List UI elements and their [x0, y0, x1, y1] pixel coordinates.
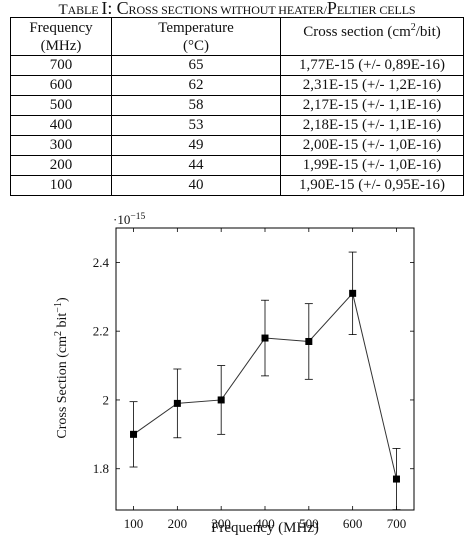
cell-frequency: 300: [10, 135, 112, 156]
header-temperature-line2: (°C): [183, 38, 209, 54]
cell-temperature: 44: [111, 155, 281, 176]
x-axis-label: Frequency (MHz): [211, 520, 319, 536]
x-tick-label: 500: [299, 516, 319, 531]
scale-prefix: ·10: [113, 212, 130, 227]
header-cross-section: Cross section (cm2/bit): [280, 17, 464, 56]
table-row: 400 53 2,18E-15 (+/- 1,1E-16): [10, 115, 464, 136]
cell-temperature: 53: [111, 115, 281, 136]
x-tick-label: 300: [211, 516, 231, 531]
scale-exponent: −15: [130, 212, 145, 222]
table-row: 100 40 1,90E-15 (+/- 0,95E-16): [10, 175, 464, 196]
scale-factor-label: ·10−15: [113, 212, 145, 227]
caption-title-end: ELTIER CELLS: [336, 3, 416, 17]
caption-initial: C: [116, 0, 129, 18]
table-header-row: Frequency (MHz) Temperature (°C) Cross s…: [10, 17, 464, 56]
cell-temperature: 40: [111, 175, 281, 196]
table-row: 600 62 2,31E-15 (+/- 1,2E-16): [10, 75, 464, 96]
y-label-mid: bit: [55, 313, 70, 331]
header-temperature-line1: Temperature: [158, 20, 234, 36]
header-frequency: Frequency (MHz): [10, 17, 112, 56]
caption-colon: :: [107, 0, 117, 18]
table-caption: TABLE I: CROSS SECTIONS WITHOUT HEATER/P…: [0, 0, 474, 19]
cell-temperature: 58: [111, 95, 281, 116]
header-frequency-line1: Frequency: [29, 20, 93, 36]
data-point-marker: [130, 430, 138, 438]
header-cross-line1-end: /bit): [415, 24, 441, 40]
y-axis-label: Cross Section (cm2 bit−1): [53, 297, 70, 439]
y-tick-label: 2.4: [93, 255, 110, 270]
caption-title-mid: ROSS SECTIONS WITHOUT HEATER/: [128, 3, 327, 17]
x-tick-label: 200: [168, 516, 188, 531]
table-row: 500 58 2,17E-15 (+/- 1,1E-16): [10, 95, 464, 116]
y-label-sup-2: −1: [53, 302, 64, 313]
data-point-marker: [392, 475, 400, 483]
x-tick-label: 100: [124, 516, 144, 531]
cross-section-table: Frequency (MHz) Temperature (°C) Cross s…: [10, 17, 464, 196]
data-point-marker: [349, 289, 357, 297]
cell-frequency: 400: [10, 115, 112, 136]
cell-temperature: 49: [111, 135, 281, 156]
cell-frequency: 600: [10, 75, 112, 96]
cell-frequency: 700: [10, 55, 112, 76]
cell-temperature: 62: [111, 75, 281, 96]
header-temperature: Temperature (°C): [111, 17, 281, 56]
cell-frequency: 200: [10, 155, 112, 176]
cell-cross-section: 2,17E-15 (+/- 1,1E-16): [280, 95, 464, 116]
caption-label: ABLE: [67, 3, 102, 17]
x-tick-label: 700: [387, 516, 407, 531]
x-tick-label: 600: [343, 516, 363, 531]
table-row: 700 65 1,77E-15 (+/- 0,89E-16): [10, 55, 464, 76]
table-row: 200 44 1,99E-15 (+/- 1,0E-16): [10, 155, 464, 176]
y-tick-label: 2.2: [93, 324, 109, 339]
header-cross-sup: 2: [410, 22, 416, 33]
x-axis-ticks: 100 200 300 400 500 600 700: [124, 228, 406, 531]
data-point-marker: [305, 337, 313, 345]
cell-temperature: 65: [111, 55, 281, 76]
cell-frequency: 100: [10, 175, 112, 196]
table-row: 300 49 2,00E-15 (+/- 1,0E-16): [10, 135, 464, 156]
caption-initial-2: P: [326, 0, 337, 18]
data-point-marker: [261, 334, 269, 342]
header-frequency-line2: (MHz): [40, 38, 82, 54]
series-cross-section: [129, 251, 401, 511]
cell-cross-section: 1,90E-15 (+/- 0,95E-16): [280, 175, 464, 196]
cell-cross-section: 2,18E-15 (+/- 1,1E-16): [280, 115, 464, 136]
data-point-marker: [217, 396, 225, 404]
header-cross-line1: Cross section (cm: [303, 24, 411, 40]
cross-section-chart: ·10−15 100 200 300 400 500 600 700 1.822.22.4 …: [53, 212, 415, 536]
cell-frequency: 500: [10, 95, 112, 116]
y-tick-label: 2: [103, 392, 110, 407]
cell-cross-section: 1,77E-15 (+/- 0,89E-16): [280, 55, 464, 76]
y-label-sup-1: 2: [53, 331, 64, 336]
y-tick-label: 1.8: [93, 461, 109, 476]
y-label-main: Cross Section (cm: [55, 336, 70, 439]
y-axis-ticks: 1.8 2 2.2 2.4: [93, 255, 414, 476]
y-label-end: ): [55, 297, 70, 302]
cell-cross-section: 2,31E-15 (+/- 1,2E-16): [280, 75, 464, 96]
x-tick-label: 400: [255, 516, 275, 531]
data-point-marker: [173, 399, 181, 407]
cell-cross-section: 2,00E-15 (+/- 1,0E-16): [280, 135, 464, 156]
caption-number: I: [101, 0, 108, 18]
caption-prefix: T: [58, 2, 68, 18]
cell-cross-section: 1,99E-15 (+/- 1,0E-16): [280, 155, 464, 176]
